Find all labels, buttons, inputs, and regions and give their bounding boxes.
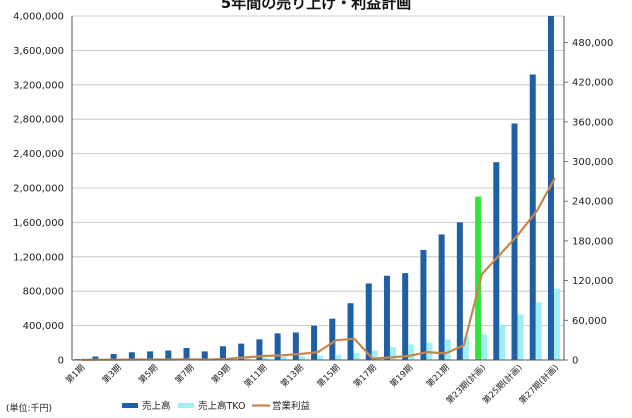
bar-sales-tko [408,344,415,360]
y-left-tick-label: 1,600,000 [13,218,64,229]
x-category-label: 第21期 [424,362,451,389]
bar-sales-tko [335,354,342,360]
profit-line [81,177,556,361]
y-left-tick-label: 2,000,000 [13,184,64,195]
y-left-tick-label: 800,000 [23,287,64,298]
bar-sales-tko [353,353,360,360]
unit-label: (単位:千円) [6,402,52,414]
bar-sales-tko [244,358,251,360]
bar-sales [147,351,154,360]
bar-sales [402,273,409,360]
bar-sales-tko [262,357,269,360]
bar-sales-tko [517,314,524,360]
x-category-label: 第7期 [173,362,197,386]
bar-sales [201,351,208,360]
bar-sales [292,332,299,360]
bar-sales [420,249,427,360]
bar-sales-tko [481,334,488,360]
y-right-tick-label: 0 [572,356,578,367]
y-right-tick-label: 180,000 [572,236,613,247]
x-category-label: 第5期 [136,362,160,386]
bar-sales [311,325,318,360]
bars [74,16,560,360]
y-left-tick-label: 400,000 [23,321,64,332]
bar-sales [256,339,263,360]
y-right-tick-label: 300,000 [572,157,613,168]
y-left-tick-label: 2,800,000 [13,115,64,126]
legend-swatch [178,403,194,408]
y-left-tick-label: 3,600,000 [13,46,64,57]
x-category-label: 第15期 [315,362,342,389]
bar-sales [92,356,99,360]
y-right-tick-label: 240,000 [572,197,613,208]
bar-sales-tko [444,339,451,360]
x-category-label: 第3期 [100,362,124,386]
bar-sales [511,123,518,360]
y-right-tick-label: 60,000 [572,316,607,327]
bar-sales [438,234,445,360]
bar-sales [183,347,190,360]
legend: 売上高 売上高TKO 営業利益 [122,400,311,412]
bar-sales [219,346,226,360]
y-left-tick-label: 0 [58,356,64,367]
x-category-label: 第27期(計画) [517,362,561,406]
bar-sales [365,283,372,360]
x-category-label: 第9期 [209,362,233,386]
bar-sales [165,350,172,360]
y-right-tick-label: 420,000 [572,78,613,89]
bar-sales-tko [317,355,324,360]
legend-swatch [122,403,138,408]
y-left-tick-label: 1,200,000 [13,252,64,263]
bar-sales [238,343,245,360]
y-right-tick-label: 120,000 [572,276,613,287]
chart-title: 5年間の売り上げ・利益計画 [221,0,411,12]
x-category-label: 第1期 [64,362,88,386]
legend-label: 営業利益 [272,400,311,412]
bar-sales [547,16,554,360]
y-left-ticks: 0 400,000 800,000 1,200,000 1,600,000 2,000,0… [13,12,64,367]
bar-sales [493,162,500,360]
x-category-label: 第17期 [351,362,378,389]
x-category-label: 第19期 [388,362,415,389]
bar-sales-tko [389,347,396,360]
bar-sales-tko [462,336,469,360]
gridlines [72,15,564,361]
bar-sales [475,196,482,360]
bar-sales [128,352,135,360]
bar-sales-tko [371,350,378,360]
bar-sales-tko [499,324,506,360]
y-left-tick-label: 3,200,000 [13,80,64,91]
y-right-tick-label: 480,000 [572,38,613,49]
bar-sales [456,222,463,360]
bar-sales-tko [535,302,542,360]
legend-label: 売上高TKO [198,400,246,412]
axes [71,16,565,361]
bar-sales [274,333,281,360]
y-left-tick-label: 2,400,000 [13,149,64,160]
bar-sales-tko [298,356,305,360]
x-category-label: 第11期 [242,362,269,389]
bar-sales [329,318,336,360]
y-right-ticks: 0 60,000 120,000 180,000 240,000 300,000 360,0… [564,38,613,367]
x-category-labels: 第1期 第3期 第5期 第7期 第9期 第11期 第13期 第15期 第17期 第19期 第21期 第… [64,362,561,406]
bar-sales-tko [553,288,560,360]
bar-sales-tko [280,356,287,360]
x-category-label: 第13期 [278,362,305,389]
legend-label: 売上高 [142,400,171,412]
y-left-tick-label: 4,000,000 [13,12,64,23]
bar-sales [347,303,354,360]
y-right-tick-label: 360,000 [572,117,613,128]
bar-sales [383,275,390,360]
bar-sales [110,353,117,360]
profit-line-path [81,177,556,361]
